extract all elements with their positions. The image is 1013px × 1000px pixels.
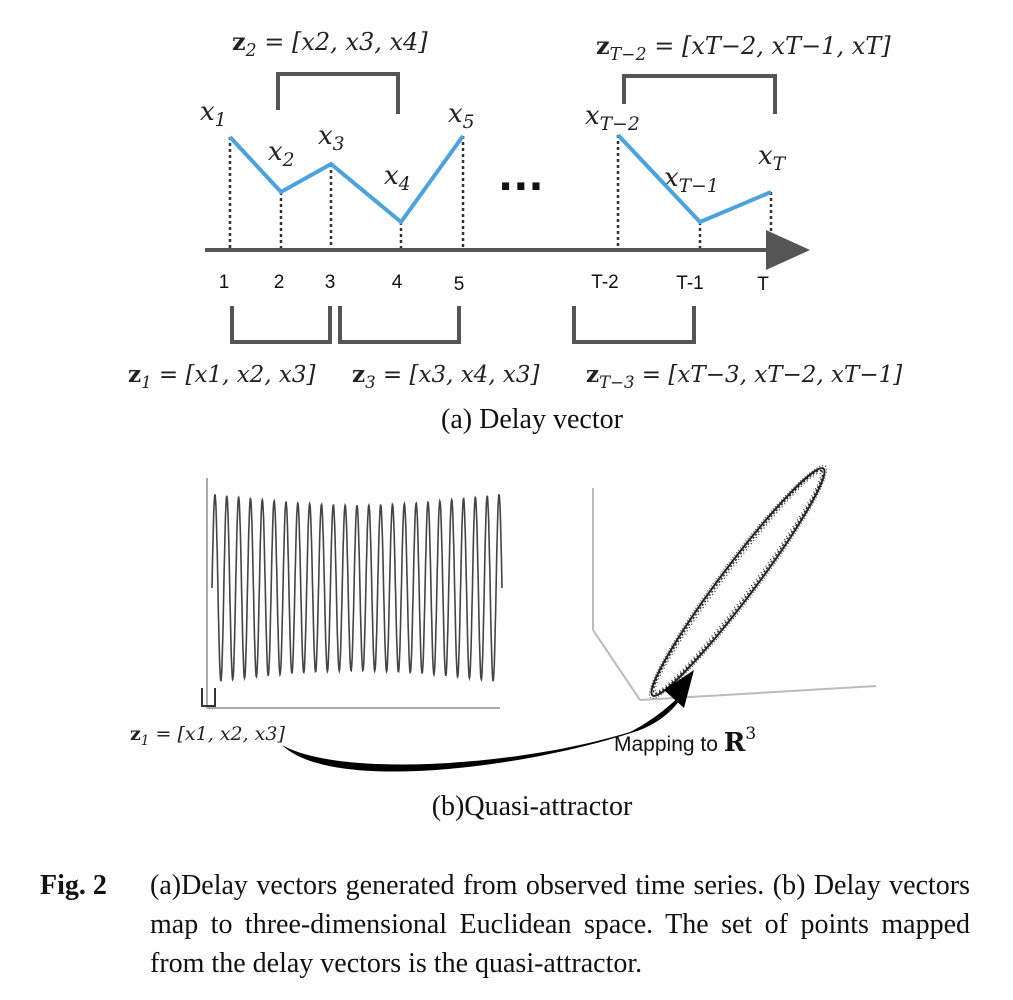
label-x5: x5 — [448, 99, 475, 133]
tick-2: 2 — [274, 272, 285, 293]
tick-T: T — [757, 274, 769, 295]
label-xT: xT — [758, 141, 787, 175]
label-x2: x2 — [268, 137, 295, 171]
phase-space-axes — [592, 488, 877, 701]
label-x1: x1 — [200, 97, 227, 131]
zT-3-label: zT−3 = [xT−3, xT−2, xT−1] — [586, 361, 902, 392]
mapping-arrowhead — [664, 670, 694, 708]
figure-canvas: z2 = [x2, x3, x4] zT−2 = [xT−2, xT−1, xT… — [128, 27, 902, 822]
tick-4: 4 — [392, 272, 403, 293]
quasi-attractor — [648, 465, 828, 699]
figure-caption: Fig. 2 (a)Delay vectors generated from ob… — [40, 866, 980, 983]
zT-2-label: zT−2 = [xT−2, xT−1, xT] — [596, 31, 891, 65]
z1-label: z1 = [x1, x2, x3] — [128, 361, 316, 392]
bracket-z2 — [276, 72, 400, 114]
tick-1: 1 — [219, 272, 230, 293]
series-line-left — [228, 134, 465, 225]
bracket-zT-2 — [622, 74, 777, 114]
tick-T-1: T-1 — [676, 273, 703, 294]
window-bracket — [201, 688, 216, 707]
ellipsis: ··· — [498, 164, 544, 210]
label-xT-2: xT−2 — [585, 101, 640, 135]
mapping-arrow — [282, 690, 686, 772]
z2-label: z2 = [x2, x3, x4] — [232, 27, 428, 61]
series-line-right — [616, 133, 772, 225]
tick-T-2: T-2 — [591, 272, 618, 293]
bracket-z1 — [230, 306, 332, 344]
tick-3: 3 — [325, 272, 336, 293]
z3-label: z3 = [x3, x4, x3] — [352, 361, 540, 392]
mapping-label: Mapping to R3 — [614, 724, 756, 758]
bracket-z3 — [338, 306, 461, 344]
figure-caption-label: Fig. 2 — [40, 870, 107, 901]
label-x4: x4 — [384, 161, 411, 195]
panel-a: z2 = [x2, x3, x4] zT−2 = [xT−2, xT−1, xT… — [128, 27, 902, 435]
oscillation-signal — [211, 494, 503, 683]
label-x3: x3 — [318, 121, 345, 155]
tick-5: 5 — [454, 274, 465, 295]
caption-b: (b)Quasi-attractor — [432, 791, 633, 822]
figure-caption-text: (a)Delay vectors generated from observed… — [150, 870, 970, 979]
bracket-zT-3 — [572, 306, 696, 344]
panel-b: z1 = [x1, x2, x3] Mapping to R3 (b)Quasi… — [130, 465, 877, 822]
dotted-guides — [228, 135, 773, 250]
z1-window-label: z1 = [x1, x2, x3] — [130, 723, 285, 749]
caption-a: (a) Delay vector — [441, 404, 624, 435]
